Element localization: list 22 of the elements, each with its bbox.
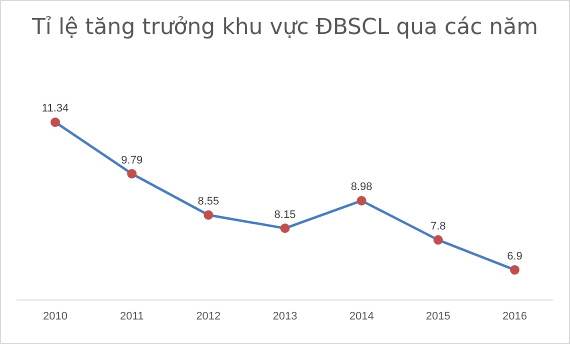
x-tick-label: 2015 [426, 310, 450, 322]
data-label: 11.34 [42, 102, 69, 115]
x-tick-label: 2014 [349, 310, 374, 322]
point [510, 265, 520, 275]
x-tick-label: 2013 [272, 310, 298, 322]
point [50, 117, 60, 127]
data-label: 8.98 [350, 181, 372, 194]
x-tick-label: 2011 [120, 310, 144, 322]
data-label: 9.79 [121, 154, 143, 166]
data-label: 7.8 [430, 220, 446, 232]
chart-title: Tỉ lệ tăng trưởng khu vực ĐBSCL qua các năm [30, 15, 540, 40]
data-label: 8.55 [198, 196, 220, 208]
point [280, 224, 290, 234]
x-tick-label: 2016 [502, 310, 527, 322]
point [204, 210, 214, 220]
point [433, 235, 443, 245]
data-label: 8.15 [274, 208, 296, 221]
x-tick-label: 2010 [43, 310, 68, 322]
point [127, 169, 137, 179]
x-tick-label: 2012 [196, 310, 221, 322]
data-label: 6.9 [507, 250, 522, 262]
point [356, 196, 366, 206]
